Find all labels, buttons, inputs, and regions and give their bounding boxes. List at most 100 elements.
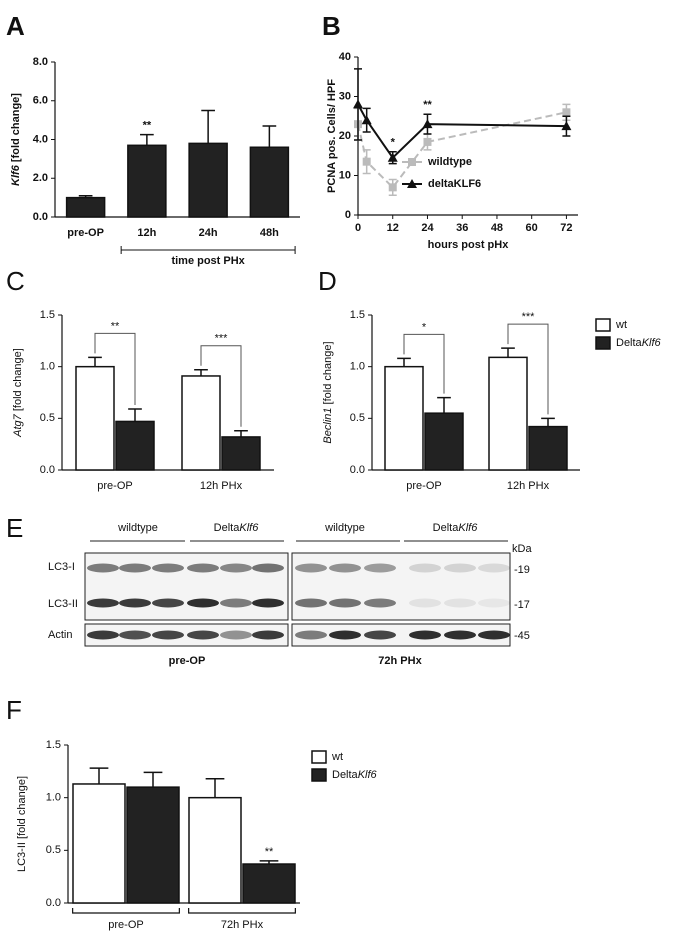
y-tick-label: 0.0 [350, 464, 365, 476]
condition-label: 72h PHx [378, 655, 422, 667]
band [152, 630, 184, 640]
error-bar [541, 417, 555, 427]
error-bar [194, 369, 208, 376]
marker [353, 99, 363, 109]
y-tick-label: 0.5 [46, 844, 61, 856]
bar [127, 144, 167, 218]
x-tick-label: 24 [421, 222, 434, 234]
text-part: Delta [616, 337, 643, 349]
chart-panel: A 0.0 2.0 4.0 6.0 8.0 Klf6 [fold change] pre-OP… [6, 11, 300, 267]
error-bar [234, 429, 248, 437]
chart-panel: F 0.0 0.5 1.0 1.5 LC3-II [fold change] pre-OP 7… [6, 695, 378, 931]
y-tick-label: 0.0 [40, 464, 55, 476]
text-part: Delta [332, 769, 359, 781]
y-tick-label: 2.0 [33, 172, 48, 184]
band [220, 630, 252, 640]
y-axis-label: Klf6 [fold change] [10, 93, 22, 186]
marker [423, 137, 432, 146]
chart-panel: B 0 10 20 30 40 PCNA pos. Cells/ HPF 0 12 24 36 48 6… [322, 11, 578, 251]
legend-swatch [311, 750, 327, 764]
bar [126, 786, 180, 904]
western-blot: E wildtype DeltaKlf6 wildtype DeltaKlf6 … [6, 513, 532, 667]
size-marker: -17 [514, 599, 530, 611]
series-line [357, 103, 567, 160]
x-tick-label: pre-OP [406, 480, 441, 492]
y-tick-label: 0 [345, 209, 351, 221]
bar [188, 796, 242, 904]
y-tick-label: 1.0 [46, 792, 61, 804]
text-part: Beclin1 [322, 407, 334, 443]
blot-box [84, 623, 289, 647]
error-bar [128, 408, 142, 422]
significance-label: ** [111, 320, 120, 332]
bar [249, 146, 290, 218]
error-bar [201, 109, 215, 144]
error-bar [88, 356, 102, 367]
error-bar [205, 777, 225, 798]
marker [422, 119, 433, 129]
band [252, 563, 284, 573]
significance-bracket [403, 333, 445, 394]
y-tick-label: 0.5 [40, 412, 55, 424]
bar [384, 365, 424, 471]
legend-label: DeltaKlf6 [332, 769, 378, 781]
band [87, 630, 119, 640]
error-bar [397, 357, 411, 367]
band [409, 563, 441, 573]
band [220, 598, 252, 608]
marker [361, 115, 372, 125]
legend-label: DeltaKlf6 [616, 337, 662, 349]
y-tick-label: 0.5 [350, 412, 365, 424]
panel-letter: F [6, 695, 22, 725]
blot-box [291, 552, 511, 621]
text-part: Klf6 [642, 337, 662, 349]
text-part: Atg7 [12, 413, 24, 438]
row-label: Actin [48, 629, 72, 641]
x-tick-label: pre-OP [97, 480, 132, 492]
error-bar [437, 396, 451, 414]
band [329, 563, 361, 573]
bar [181, 375, 221, 471]
legend-swatch [311, 768, 327, 782]
y-tick-label: 1.5 [350, 309, 365, 321]
band [119, 563, 151, 573]
band [444, 563, 476, 573]
band [252, 630, 284, 640]
condition-label: pre-OP [169, 655, 206, 667]
y-tick-label: 1.0 [40, 361, 55, 373]
x-tick-label: pre-OP [67, 227, 104, 239]
band [444, 630, 476, 640]
marker [562, 108, 571, 117]
band [187, 563, 219, 573]
legend-swatch [595, 318, 611, 332]
marker [362, 157, 371, 166]
significance-label: *** [215, 333, 229, 345]
y-tick-label: 0.0 [46, 897, 61, 909]
legend-label: wildtype [427, 156, 472, 168]
error-bar [262, 125, 277, 148]
bar [65, 196, 106, 218]
band [364, 630, 396, 640]
y-tick-label: 10 [339, 169, 351, 181]
x-tick-label: 48 [491, 222, 503, 234]
bar [242, 863, 296, 904]
legend-swatch [595, 336, 611, 350]
band [295, 598, 327, 608]
marker [388, 183, 397, 192]
band [152, 563, 184, 573]
text-part: Klf6 [458, 522, 478, 534]
band [364, 598, 396, 608]
x-tick-label: 12h PHx [200, 480, 243, 492]
category-bracket [188, 908, 296, 914]
y-tick-label: 1.0 [350, 361, 365, 373]
size-marker: -45 [514, 630, 530, 642]
row-label: LC3-II [48, 598, 78, 610]
band [478, 598, 510, 608]
bar [488, 356, 528, 471]
x-tick-label: 60 [526, 222, 538, 234]
chart-panel: D 0.0 0.5 1.0 1.5 Beclin1 [fold change] pre-OP… [318, 266, 662, 492]
band [187, 598, 219, 608]
band [87, 563, 119, 573]
text-part: [fold change] [322, 341, 334, 407]
text-part: Delta [433, 522, 460, 534]
